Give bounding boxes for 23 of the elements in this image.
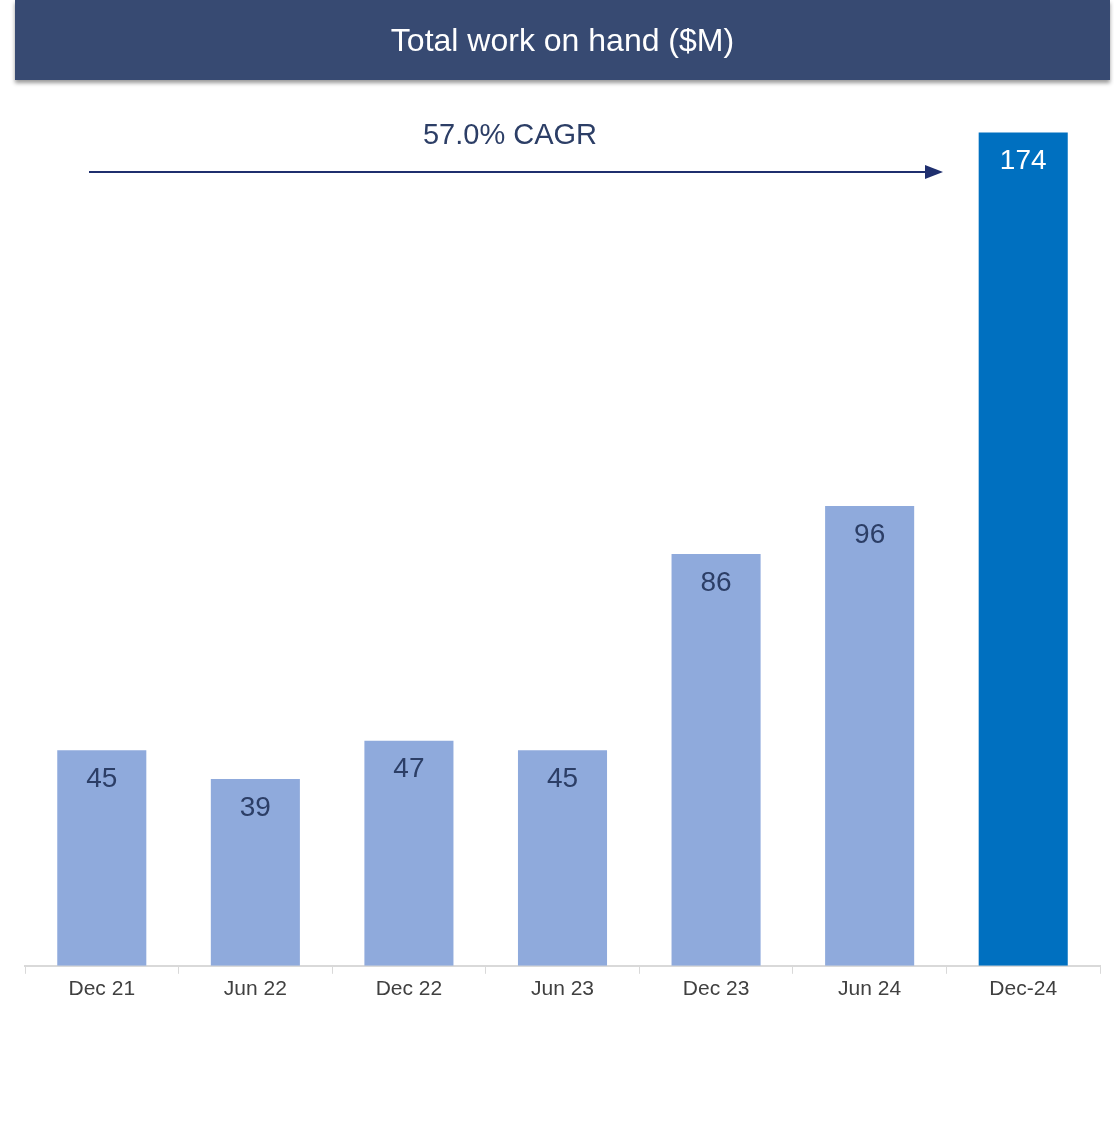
chart-title: Total work on hand ($M)	[15, 0, 1110, 80]
annotation: 57.0% CAGR	[421, 118, 599, 151]
bar	[978, 132, 1068, 966]
bar	[671, 553, 761, 966]
x-tick-label: Jun 23	[530, 976, 595, 1000]
x-tick-label: Dec 21	[68, 976, 136, 1000]
x-tick-label: Dec 22	[375, 976, 443, 1000]
bar	[517, 750, 608, 966]
bar	[825, 506, 915, 966]
data-label: 39	[239, 790, 271, 822]
data-label: 86	[700, 565, 732, 597]
data-label: 45	[86, 762, 118, 794]
data-label: 47	[393, 752, 425, 784]
data-label: 96	[854, 517, 886, 549]
bar	[210, 779, 300, 966]
data-label: 174	[999, 144, 1047, 176]
x-tick-label: Jun 22	[223, 976, 287, 1000]
x-tick-label: Dec 23	[682, 976, 750, 1000]
x-tick-label: Jun 24	[838, 976, 902, 1000]
x-tick-label: Dec-24	[989, 976, 1058, 1000]
bar	[364, 740, 454, 966]
bar	[57, 750, 147, 966]
data-label: 45	[546, 762, 579, 794]
